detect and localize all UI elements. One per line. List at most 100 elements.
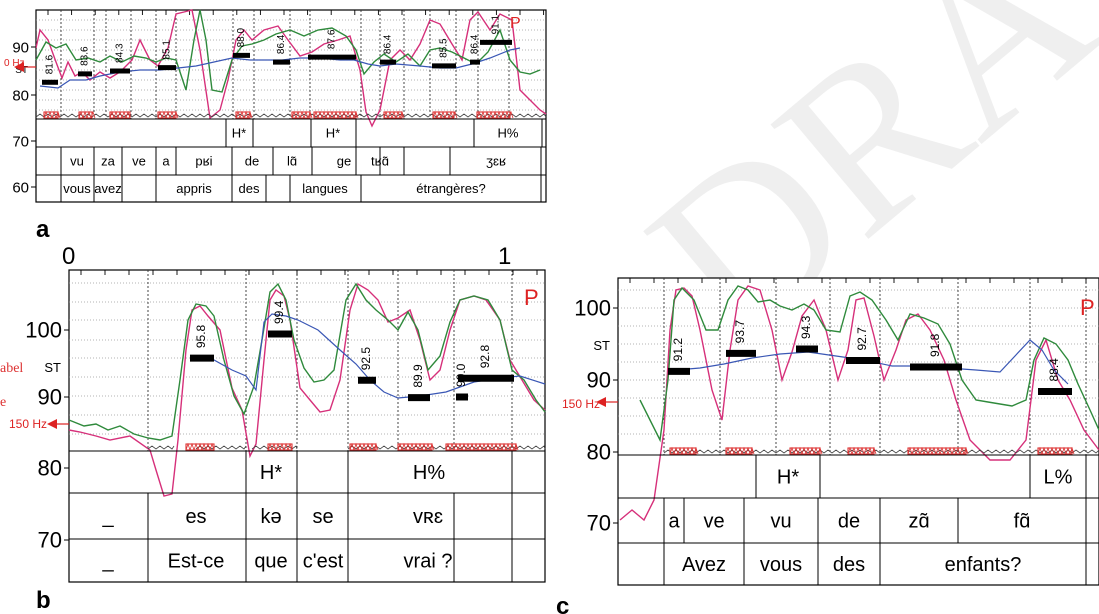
- raw-f0-curve: [35, 9, 541, 93]
- bar-value-label: 86.4: [383, 34, 394, 54]
- nucleus-hatch: [725, 446, 755, 455]
- bar-value-label: 92.5: [359, 347, 373, 371]
- word-tier-label: _: [101, 551, 114, 573]
- phone-tier-label: lɑ̃: [287, 154, 297, 169]
- nucleus-box: [157, 111, 177, 119]
- bar-value-label: 94.3: [799, 315, 813, 339]
- phone-tier-label: vu: [770, 511, 791, 533]
- bar-value-label: 92.8: [478, 345, 492, 369]
- nucleus-box: [383, 111, 403, 119]
- word-tier-label: Est-ce: [168, 551, 225, 573]
- word-tier-label: des: [239, 181, 260, 196]
- word-tier-label: vous: [63, 181, 91, 196]
- tone-tier-label: H*: [232, 126, 246, 141]
- phone-tier-label: de: [838, 511, 860, 533]
- bar-value-label: 95.8: [194, 324, 208, 348]
- tone-tier-label: L%: [1044, 467, 1073, 489]
- phone-tier-label: ve: [132, 154, 146, 169]
- nucleus-hatch: [432, 110, 458, 119]
- nucleus-hatch: [847, 446, 877, 455]
- tone-tier-label: H*: [777, 467, 799, 489]
- phone-tier-label: kə: [260, 506, 281, 528]
- bar-value-label: 88.0: [236, 27, 247, 47]
- margin-annotation: e: [0, 395, 6, 410]
- bar-value-label: 92.7: [855, 327, 869, 351]
- bar-value-label: 83.6: [80, 46, 91, 66]
- intensity-curve: [68, 282, 546, 497]
- syllable-zigzag: [147, 445, 175, 450]
- nucleus-hatch: [383, 110, 405, 119]
- y-tick-label: 90: [12, 39, 29, 56]
- hz-reference-arrow: [596, 397, 606, 407]
- prominence-flag: P: [510, 15, 521, 32]
- word-tier-label: Avez: [682, 554, 726, 576]
- bar-value-label: 88.4: [1047, 358, 1061, 382]
- nucleus-box: [725, 447, 753, 455]
- nucleus-box: [789, 447, 821, 455]
- nucleus-hatch: [235, 110, 253, 119]
- raw-f0-curve: [68, 282, 546, 441]
- nucleus-hatch: [267, 442, 293, 451]
- nucleus-hatch: [476, 110, 514, 119]
- hz-reference-label: 150 Hz: [9, 417, 47, 431]
- nucleus-hatch: [669, 446, 699, 455]
- phone-tier-label: es: [185, 506, 206, 528]
- syllable-zigzag: [663, 449, 1099, 454]
- tone-tier-label: H%: [498, 126, 519, 141]
- word-tier-label: appris: [176, 181, 212, 196]
- nucleus-box: [1037, 447, 1073, 455]
- phone-tier-label: vʀɛ: [413, 506, 443, 528]
- bar-value-label: 99.4: [272, 300, 286, 324]
- nucleus-box: [313, 111, 357, 119]
- phone-tier-label: zɑ̃: [908, 511, 929, 533]
- panel-letter: c: [556, 593, 569, 614]
- bar-value-label: 91.2: [671, 338, 685, 362]
- panel-letter: a: [36, 216, 50, 243]
- y-tick-label: 80: [587, 440, 611, 465]
- nucleus-hatch: [397, 442, 435, 451]
- time-axis-label: 0: [62, 243, 75, 270]
- word-tier-label: c'est: [303, 551, 344, 573]
- panel-frame: [617, 277, 1099, 586]
- phone-tier-label: _: [101, 506, 114, 528]
- bar-value-label: 87.6: [327, 29, 338, 49]
- hz-reference-label: 150 Hz: [562, 397, 600, 411]
- word-tier-label: étrangères?: [416, 181, 485, 196]
- y-tick-label: 60: [12, 179, 29, 196]
- margin-annotation: abel: [0, 361, 23, 376]
- stylized-f0-curve: [675, 339, 1069, 385]
- nucleus-hatch: [185, 442, 215, 451]
- nucleus-box: [847, 447, 875, 455]
- nucleus-hatch: [1037, 446, 1075, 455]
- raw-f0-curve: [639, 285, 1099, 443]
- phone-tier-label: ge: [337, 154, 351, 169]
- syllable-zigzag: [195, 445, 247, 450]
- time-axis-label: 1: [498, 243, 511, 270]
- bar-value-label: 81.6: [45, 54, 56, 74]
- nucleus-hatch: [109, 110, 131, 119]
- panel-a: H* H* H% vu za ve a pʁi de lɑ̃ ge tʁɑ̃ ʒɛʁ vous avez ap…: [4, 9, 547, 203]
- y-tick-label: 100: [25, 318, 62, 343]
- y-tick-label: 70: [587, 511, 611, 536]
- phone-tier-label: a: [162, 154, 170, 169]
- word-tier-label: enfants?: [945, 554, 1022, 576]
- word-tier-label: vrai ?: [404, 551, 453, 573]
- tone-tier-label: H*: [260, 462, 282, 484]
- hz-reference-arrow: [47, 419, 57, 429]
- phone-tier-label: pʁi: [195, 154, 212, 169]
- panel-letter: b: [36, 587, 51, 614]
- bar-value-label: 85.1: [162, 40, 173, 60]
- nucleus-hatch: [78, 110, 96, 119]
- nucleus-box: [235, 111, 251, 119]
- nucleus-hatch: [43, 110, 61, 119]
- word-tier-label: langues: [302, 181, 348, 196]
- bar-value-label: 85.5: [439, 38, 450, 58]
- bar-value-label: 91.1: [491, 14, 502, 34]
- bar-value-label: 91.8: [928, 333, 942, 357]
- panel-c: H* L% a ve vu de zɑ̃ fɑ̃ Avez vous des enfants? 91.2…: [562, 277, 1099, 586]
- phone-tier-label: vu: [70, 154, 84, 169]
- prominence-flag: P: [524, 285, 539, 310]
- unit-label: ST: [44, 360, 61, 375]
- word-tier-label: des: [833, 554, 865, 576]
- tone-tier-label: H*: [326, 126, 340, 141]
